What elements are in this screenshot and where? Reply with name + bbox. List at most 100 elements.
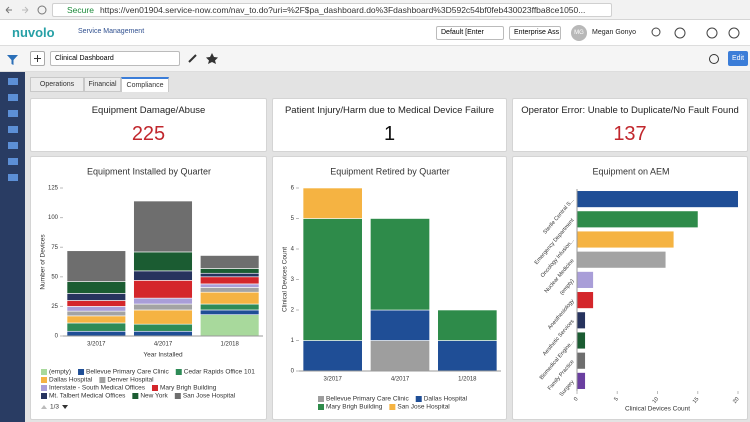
scope-select[interactable]: Enterprise Ass (509, 26, 561, 40)
chart-card: Equipment on AEM 0 5 10 15 20 Sterile Central… (512, 156, 748, 420)
bar-segment (200, 291, 260, 305)
app-title: Service Management (78, 28, 145, 35)
bar (577, 251, 666, 268)
y-tick-label: 25 (51, 304, 58, 310)
domain-select[interactable]: Default [Enter (436, 26, 504, 40)
bar-segment (133, 270, 193, 281)
bar-segment (370, 340, 430, 372)
x-tick-label: 15 (692, 396, 701, 405)
x-tick-label: 1/2018 (458, 377, 477, 383)
legend-swatch (41, 385, 47, 391)
header-icons (651, 27, 740, 39)
tab[interactable]: Operations (30, 77, 84, 92)
x-tick-label: 10 (652, 396, 661, 405)
y-tick-label: 2 (291, 308, 295, 314)
bar (577, 231, 674, 248)
edit-button[interactable]: Edit (728, 51, 748, 66)
legend-label: Bellevue Primary Care Clinic (326, 396, 409, 403)
kpi-title: Patient Injury/Harm due to Medical Devic… (284, 105, 495, 116)
bar-segment (66, 310, 126, 317)
toolbar: Clinical Dashboard (0, 46, 750, 72)
bar-segment (302, 340, 363, 372)
y-tick-label: Surgery (559, 379, 576, 398)
bar-segment (66, 330, 126, 337)
legend-label: Interstate - South Medical Offices (49, 385, 146, 392)
bar-segment (200, 309, 260, 315)
user-name[interactable]: Megan Gonyo (592, 29, 636, 36)
bar-segment (133, 297, 193, 305)
kpi-card[interactable]: Equipment Damage/Abuse 225 (30, 98, 267, 152)
y-tick-label: 5 (291, 216, 295, 222)
legend-label: Mary Brigh Building (160, 385, 217, 392)
bar (577, 271, 594, 288)
x-tick-label: 1/2018 (220, 342, 239, 348)
bar-segment (437, 309, 498, 341)
url: https://ven01904.service-now.com/nav_to.… (99, 5, 586, 15)
bar-segment (370, 309, 430, 341)
bar-segment (66, 322, 126, 332)
browser-bar: Secure https://ven01904.service-now.com/n… (0, 0, 750, 20)
legend-label: Dallas Hospital (49, 377, 93, 384)
legend-label: San Jose Hospital (183, 393, 236, 400)
bar-segment (66, 250, 126, 282)
y-tick-label: 100 (48, 215, 59, 221)
legend-swatch (389, 404, 396, 410)
kpi-card[interactable]: Operator Error: Unable to Duplicate/No F… (512, 98, 748, 152)
y-tick-label: 1 (291, 338, 295, 344)
legend-label: (empty) (49, 369, 71, 376)
chart-card: Equipment Retired by Quarter 0 1 2 3 4 5 6 3/20… (272, 156, 507, 420)
legend-swatch (41, 369, 47, 375)
address-bar[interactable]: Secure https://ven01904.service-now.com/n… (52, 3, 612, 17)
y-axis-label: Clinical Devices Count (282, 247, 289, 312)
x-tick-label: 4/2017 (154, 342, 173, 348)
legend-next (62, 405, 69, 409)
x-axis-label: Clinical Devices Count (625, 406, 690, 413)
plus-icon (34, 55, 41, 62)
kpi-title: Equipment Damage/Abuse (91, 105, 206, 116)
legend-swatch (318, 396, 324, 402)
legend-swatch (99, 377, 106, 383)
bar (577, 211, 698, 228)
legend-prev (41, 405, 47, 409)
tab-active[interactable]: Compliance (121, 77, 169, 92)
y-tick-label: 4 (291, 247, 295, 253)
bar (577, 332, 586, 349)
filter-icon[interactable] (5, 52, 20, 67)
avatar[interactable]: MG (571, 25, 587, 41)
bar-segment (133, 323, 193, 332)
bar (577, 191, 738, 208)
chart-card: Equipment Installed by Quarter 0 25 50 75 10… (30, 156, 267, 420)
y-tick-label: 50 (51, 274, 58, 280)
kpi-title: Operator Error: Unable to Duplicate/No F… (521, 105, 739, 116)
add-button[interactable] (30, 51, 45, 66)
x-tick-label: 3/2017 (323, 377, 342, 383)
legend-swatch (415, 396, 422, 402)
bar-segment (302, 218, 363, 341)
logo[interactable]: nuvolo (12, 25, 55, 40)
y-tick-label: 125 (48, 186, 59, 192)
legend-swatch (41, 377, 47, 383)
bar-segment (66, 306, 126, 312)
kpi-card[interactable]: Patient Injury/Harm due to Medical Devic… (272, 98, 507, 152)
legend-label: Dallas Hospital (424, 396, 468, 403)
x-tick-label: 4/2017 (391, 377, 410, 383)
y-tick-label: (empty) (559, 278, 576, 296)
chart-title: Equipment Retired by Quarter (330, 166, 450, 176)
x-tick-label: 5 (613, 396, 620, 402)
bar (577, 352, 586, 369)
bar-segment (133, 309, 193, 325)
bar (577, 312, 586, 329)
refresh-icon[interactable] (707, 52, 721, 66)
legend-label: Mt. Talbert Medical Offices (49, 393, 126, 400)
legend-label: New York (140, 393, 168, 400)
bar-segment (200, 268, 260, 274)
bar-segment (66, 293, 126, 301)
y-tick-label: 6 (291, 186, 295, 192)
kpi-value: 1 (383, 123, 396, 145)
dashboard-select[interactable]: Clinical Dashboard (50, 51, 180, 66)
bar-segment (133, 251, 193, 272)
legend-label: Cedar Rapids Office 101 (184, 369, 255, 376)
bar-segment (370, 218, 430, 311)
tab[interactable]: Financial (84, 77, 121, 92)
